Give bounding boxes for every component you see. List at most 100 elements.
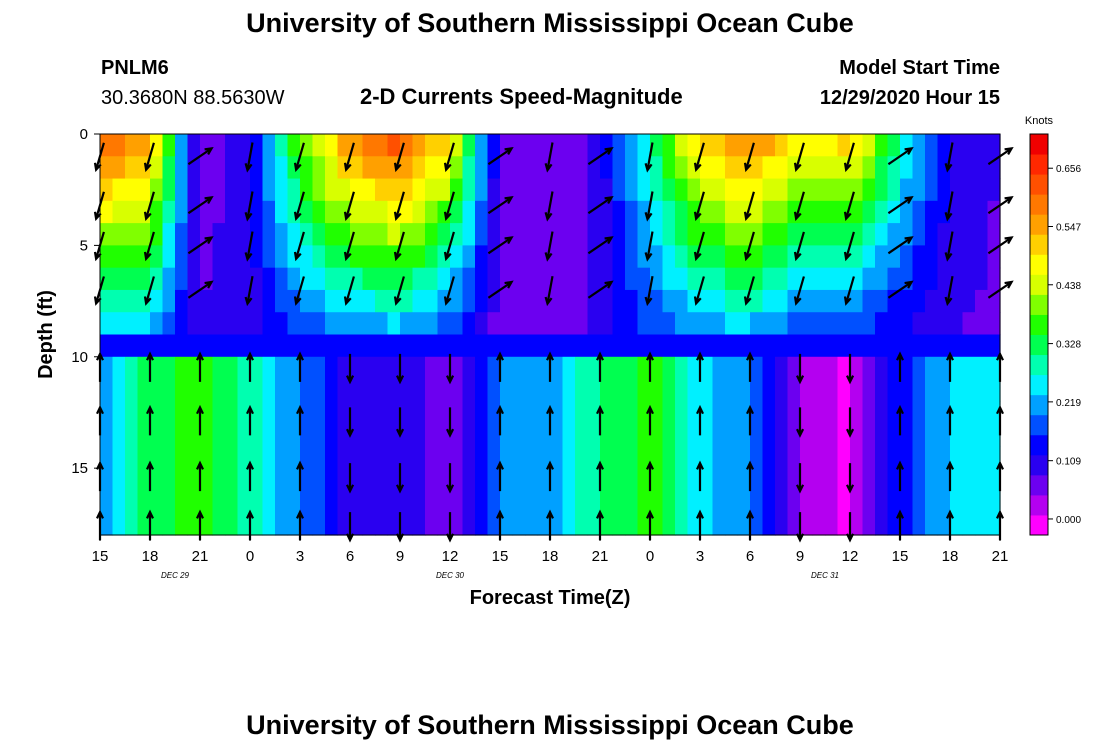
heatmap-cell [150,401,164,425]
heatmap-cell [725,423,739,447]
y-axis-title: Depth (ft) [35,290,57,379]
heatmap-cell [475,223,489,246]
heatmap-cell [700,156,714,180]
heatmap-cell [412,379,426,402]
heatmap-cell [375,245,389,269]
current-vector [743,231,755,262]
colorbar-tick-label: 0.438 [1056,281,1081,292]
heatmap-cell [212,379,226,402]
heatmap-cell [450,356,464,380]
heatmap-cell [400,490,414,514]
heatmap-cell [650,356,664,380]
heatmap-cell [362,178,376,202]
heatmap-cell [387,512,401,536]
heatmap-cell [162,356,176,380]
heatmap-cell [225,401,239,425]
current-vector [793,231,805,262]
heatmap-cell [162,334,176,358]
heatmap-cell [387,223,401,246]
heatmap-cell [550,423,564,447]
heatmap-cell [675,223,689,246]
heatmap-cell [862,245,876,269]
heatmap-cell [975,468,989,492]
heatmap-cell [312,334,326,358]
heatmap-cell [112,200,126,224]
heatmap-cell [500,156,514,180]
current-vector [746,351,754,382]
heatmap-cell [987,267,1001,291]
heatmap-cell [700,468,714,492]
heatmap-cell [387,178,401,202]
heatmap-cell [812,423,826,447]
heatmap-cell [737,423,751,447]
heatmap-cell [250,178,264,202]
heatmap-cell [825,445,839,469]
heatmap-cell [937,134,951,157]
heatmap-cell [712,178,726,202]
heatmap-cell [837,490,851,514]
heatmap-cell [512,178,526,202]
heatmap-cell [712,134,726,157]
heatmap-cell [925,223,939,246]
heatmap-cell [625,312,639,336]
heatmap-cell [912,245,926,269]
heatmap-cell [312,245,326,269]
heatmap-cell [962,512,976,536]
heatmap-cell [725,156,739,180]
heatmap-cell [212,245,226,269]
heatmap-cell [112,356,126,380]
heatmap-cell [425,468,439,492]
heatmap-cell [300,134,314,157]
heatmap-cell [975,356,989,380]
heatmap-cell [900,490,914,514]
heatmap-cell [550,312,564,336]
heatmap-cell [450,200,464,224]
heatmap-cell [762,134,776,157]
heatmap-cell [237,312,251,336]
current-vector [846,353,855,385]
heatmap-cell [712,468,726,492]
heatmap-cell [575,468,589,492]
heatmap-cell [912,312,926,336]
heatmap-cell [537,379,551,402]
heatmap-cell [550,289,564,313]
heatmap-cell [400,356,414,380]
heatmap-cell [600,178,614,202]
heatmap-cell [250,356,264,380]
current-vector [846,463,855,494]
heatmap-cell [937,379,951,402]
heatmap-cell [950,223,964,246]
heatmap-cell [750,156,764,180]
heatmap-cell [912,445,926,469]
current-vector [646,351,654,382]
current-vector [896,351,904,382]
heatmap-cell [900,200,914,224]
heatmap-cell [975,200,989,224]
x-axis-title: Forecast Time(Z) [470,587,631,609]
heatmap-cell [437,223,451,246]
heatmap-cell [362,223,376,246]
heatmap-cell [812,468,826,492]
heatmap-cell [862,289,876,313]
x-tick-label: 9 [796,548,804,565]
heatmap-cell [525,134,539,157]
heatmap-cell [512,512,526,536]
heatmap-cell [562,445,576,469]
x-tick-label: 21 [592,548,609,565]
heatmap-cell [512,312,526,336]
heatmap-cell [975,334,989,358]
heatmap-cell [487,423,501,447]
heatmap-cell [312,423,326,447]
heatmap-cell [175,356,189,380]
heatmap-cell [837,379,851,402]
heatmap-cell [137,379,151,402]
current-vector [146,404,154,436]
current-vector [196,460,204,492]
heatmap-cell [687,490,701,514]
heatmap-cell [325,468,339,492]
colorbar-swatch [1030,254,1048,275]
heatmap-cell [237,134,251,157]
page-footer-title: University of Southern Mississippi Ocean… [246,710,854,740]
heatmap-cell [612,156,626,180]
heatmap-cell [475,312,489,336]
